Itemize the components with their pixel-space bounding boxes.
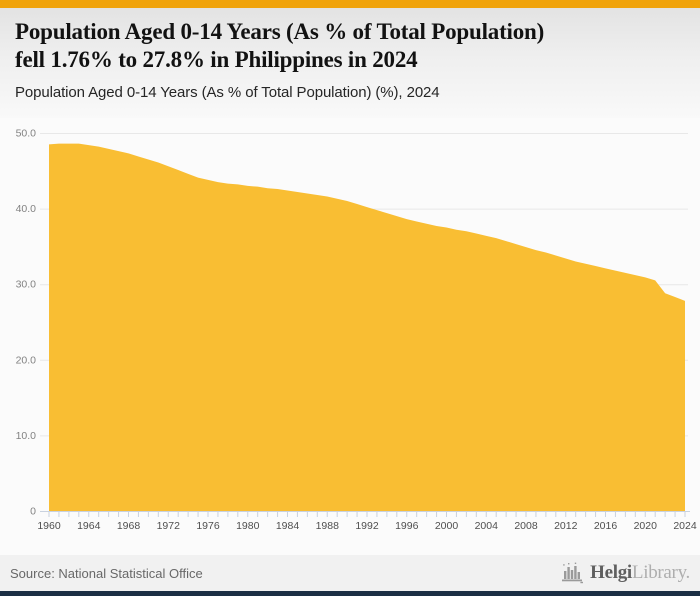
logo-text: HelgiLibrary. [590,562,690,584]
svg-text:20.0: 20.0 [16,354,37,366]
svg-text:1968: 1968 [117,520,141,532]
svg-text:2008: 2008 [514,520,538,532]
svg-text:1972: 1972 [157,520,181,532]
helgi-library-logo[interactable]: HelgiLibrary. [561,562,690,584]
chart-header: Population Aged 0-14 Years (As % of Tota… [0,8,700,118]
svg-text:1984: 1984 [276,520,300,532]
svg-text:1960: 1960 [37,520,61,532]
brand-bottom-bar [0,591,700,596]
svg-text:1980: 1980 [236,520,260,532]
svg-text:2020: 2020 [634,520,658,532]
x-axis-labels: 1960 1964 1968 1972 1976 1980 1984 1988 1992 1996… [37,520,697,532]
chart-footer: Source: National Statistical Office Helg… [0,555,700,591]
svg-text:2016: 2016 [594,520,618,532]
svg-text:10.0: 10.0 [16,430,37,442]
source-text: Source: National Statistical Office [10,565,203,581]
accent-top-bar [0,0,700,8]
svg-text:1992: 1992 [355,520,379,532]
svg-text:0: 0 [30,506,36,518]
svg-text:1996: 1996 [395,520,419,532]
svg-text:2004: 2004 [475,520,499,532]
svg-text:40.0: 40.0 [16,203,37,215]
page-subtitle: Population Aged 0-14 Years (As % of Tota… [15,84,440,101]
page-title-line2: fell 1.76% to 27.8% in Philippines in 20… [15,47,418,72]
svg-text:1976: 1976 [196,520,220,532]
svg-text:1988: 1988 [316,520,340,532]
y-axis-labels: 50.0 40.0 30.0 20.0 10.0 0 [16,128,37,518]
logo-text-helgi: Helgi [590,562,632,583]
bar-chart-icon [562,562,584,584]
svg-text:2024: 2024 [673,520,697,532]
page-title-line1: Population Aged 0-14 Years (As % of Tota… [15,19,545,44]
area-chart-svg: 1960 1964 1968 1972 1976 1980 1984 1988 1992 1996… [16,128,697,533]
svg-text:50.0: 50.0 [16,128,37,140]
svg-text:2000: 2000 [435,520,459,532]
svg-text:1964: 1964 [77,520,101,532]
chart-area: 1960 1964 1968 1972 1976 1980 1984 1988 1992 1996… [0,118,700,555]
x-axis-ticks [48,512,686,517]
area-series [49,143,685,511]
svg-text:2012: 2012 [554,520,578,532]
logo-text-library: Library. [631,562,690,583]
svg-text:30.0: 30.0 [16,279,37,291]
page-title: Population Aged 0-14 Years (As % of Tota… [15,18,684,74]
